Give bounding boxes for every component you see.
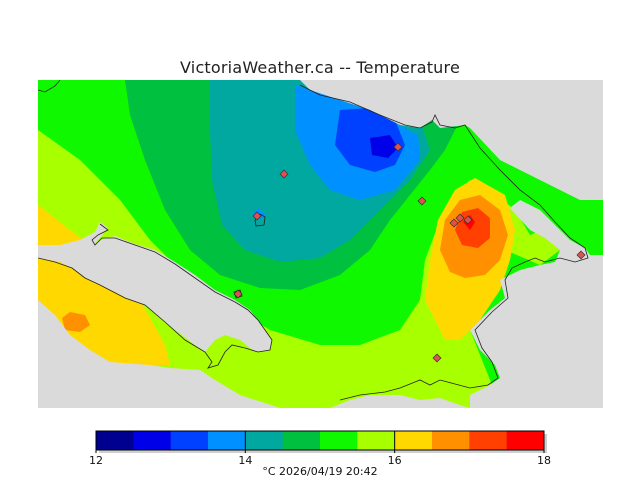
colorbar-tick-label: 14 <box>238 454 253 467</box>
station-far-east <box>576 250 586 260</box>
water-east <box>470 200 603 408</box>
station-west <box>252 211 262 221</box>
band-12.5-13 <box>370 135 398 158</box>
map-area <box>38 80 603 408</box>
colorbar-swatch-t165_17 <box>432 431 470 450</box>
colorbar-swatch-t14_145 <box>245 431 284 450</box>
coastline <box>38 80 589 401</box>
water-areas <box>38 80 603 408</box>
water-southwest <box>38 300 280 408</box>
station-south <box>432 353 442 363</box>
map-title: VictoriaWeather.ca -- Temperature <box>180 58 460 77</box>
colorbar <box>95 430 547 453</box>
colorbar-swatch-t15_155 <box>320 431 358 450</box>
colorbar-tick-label: 12 <box>89 454 103 467</box>
colorbar-swatch-t175_18 <box>506 431 545 450</box>
colorbar-tick-label: 18 <box>537 454 551 467</box>
coastline-north <box>299 84 589 401</box>
water-north <box>300 80 603 200</box>
station-east-2 <box>449 218 459 228</box>
water-south <box>240 395 470 408</box>
band-16.5-17 <box>62 195 508 332</box>
colorbar-swatch-t135_14 <box>208 431 246 450</box>
station-nw-1 <box>279 169 289 179</box>
colorbar-swatch-t12_125 <box>96 431 134 450</box>
temperature-bands <box>38 80 590 408</box>
water-strait <box>38 222 272 352</box>
colorbar-swatch-t13_135 <box>170 431 209 450</box>
colorbar-swatch-t125_13 <box>133 431 172 450</box>
colorbar-tick-label: 16 <box>387 454 402 467</box>
station-east-4 <box>463 215 473 225</box>
coastline-strait <box>38 223 273 369</box>
station-n-coast <box>393 142 403 152</box>
station-markers <box>233 142 586 363</box>
colorbar-caption: °C 2026/04/19 20:42 <box>262 465 378 478</box>
station-east-3 <box>455 213 465 223</box>
colorbar-swatch-t145_15 <box>282 431 321 450</box>
colorbar-swatch-t155_16 <box>357 431 396 450</box>
colorbar-swatch-t16_165 <box>394 431 433 450</box>
station-east-1 <box>417 196 427 206</box>
band-15.5-16 <box>38 130 560 408</box>
station-middle <box>233 289 243 299</box>
band-16-16.5 <box>38 178 515 365</box>
colorbar-swatch-t17_175 <box>469 431 508 450</box>
coastline-west-small <box>38 80 61 93</box>
